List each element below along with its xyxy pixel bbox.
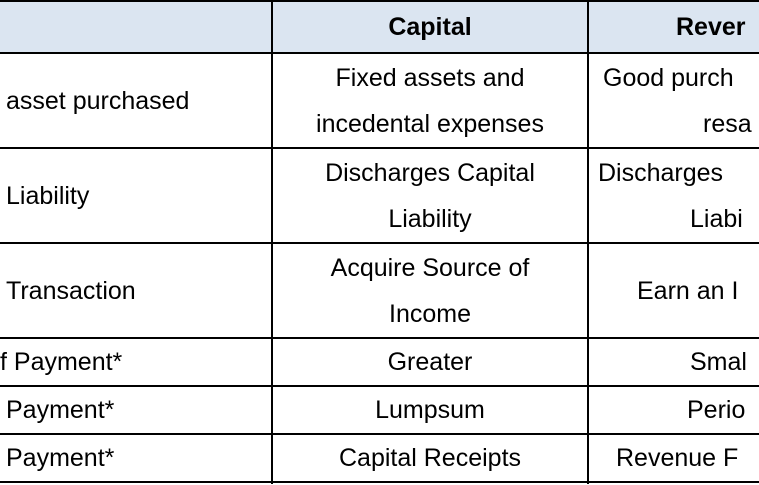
row-border — [0, 433, 759, 435]
row-label-text: Payment* — [6, 444, 115, 472]
row-label-text: Liability — [6, 181, 90, 210]
revenue-text: Earn an I — [637, 276, 739, 305]
capital-text: Acquire Source of — [330, 253, 530, 282]
row-border — [0, 242, 759, 244]
capital-text: Capital Receipts — [338, 444, 522, 472]
row-border — [0, 481, 759, 483]
revenue-text: Liabi — [690, 204, 743, 233]
capital-text: Greater — [387, 348, 473, 376]
capital-text: Discharges Capital — [325, 158, 535, 187]
header-cell: Rever — [588, 0, 759, 53]
revenue-text: Good purch — [603, 63, 734, 92]
capital-cell: Lumpsum — [272, 386, 588, 434]
row-label: asset purchased — [0, 53, 272, 148]
capital-cell: Greater — [272, 338, 588, 386]
revenue-cell: Revenue F — [588, 434, 759, 482]
column-border — [587, 0, 589, 484]
capital-cell: Discharges Capital Liability — [272, 148, 588, 243]
revenue-cell: Discharges Liabi — [588, 148, 759, 243]
revenue-text: Revenue F — [616, 444, 739, 472]
row-label-text: asset purchased — [6, 86, 190, 115]
row-label-text: Payment* — [6, 396, 115, 424]
header-text: Rever — [676, 12, 746, 41]
revenue-text: Perio — [687, 396, 746, 424]
revenue-text: Discharges — [598, 158, 724, 187]
header-cell: Capital — [272, 0, 588, 53]
header-cell — [0, 0, 272, 53]
row-label: Transaction — [0, 243, 272, 338]
capital-text: Liability — [388, 204, 472, 233]
revenue-cell: Smal — [588, 338, 759, 386]
capital-cell: Fixed assets and incedental expenses — [272, 53, 588, 148]
revenue-cell: Earn an I — [588, 243, 759, 338]
capital-text: incedental expenses — [316, 109, 544, 138]
row-label: f Payment* — [0, 338, 272, 386]
row-border — [0, 337, 759, 339]
row-border — [0, 385, 759, 387]
row-label: Payment* — [0, 386, 272, 434]
capital-text: Income — [389, 299, 471, 328]
revenue-text: resa — [703, 109, 752, 138]
capital-cell: Acquire Source of Income — [272, 243, 588, 338]
row-label: Payment* — [0, 434, 272, 482]
capital-text: Fixed assets and — [335, 63, 525, 92]
row-label-text: Transaction — [6, 276, 136, 305]
row-border — [0, 147, 759, 149]
row-label: Liability — [0, 148, 272, 243]
revenue-cell: Perio — [588, 386, 759, 434]
row-border — [0, 0, 759, 2]
revenue-text: Smal — [690, 348, 747, 376]
capital-cell: Capital Receipts — [272, 434, 588, 482]
column-border — [271, 0, 273, 484]
header-text: Capital — [388, 12, 472, 41]
row-label-text: f Payment* — [0, 348, 123, 376]
revenue-cell: Good purch resa — [588, 53, 759, 148]
row-border — [0, 52, 759, 54]
capital-text: Lumpsum — [375, 396, 485, 424]
